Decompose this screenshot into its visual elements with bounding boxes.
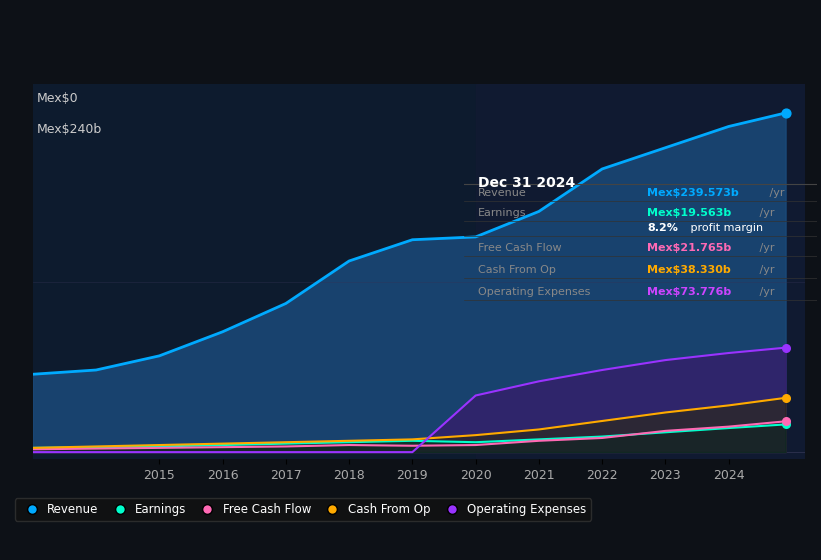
- Bar: [475, 84, 805, 459]
- Text: /yr: /yr: [756, 208, 775, 218]
- Point: [779, 417, 792, 426]
- Text: /yr: /yr: [766, 188, 785, 198]
- Text: Revenue: Revenue: [478, 188, 527, 198]
- Text: Mex$240b: Mex$240b: [37, 123, 102, 137]
- Point: [779, 343, 792, 352]
- Text: Free Cash Flow: Free Cash Flow: [478, 243, 562, 253]
- Text: /yr: /yr: [756, 287, 775, 297]
- Text: /yr: /yr: [756, 243, 775, 253]
- Text: Mex$21.765b: Mex$21.765b: [648, 243, 732, 253]
- Text: /yr: /yr: [756, 265, 775, 275]
- Text: Mex$239.573b: Mex$239.573b: [648, 188, 739, 198]
- Text: Mex$0: Mex$0: [37, 91, 78, 105]
- Text: profit margin: profit margin: [687, 223, 763, 233]
- Point: [779, 420, 792, 429]
- Text: Mex$73.776b: Mex$73.776b: [648, 287, 732, 297]
- Point: [779, 393, 792, 402]
- Text: Dec 31 2024: Dec 31 2024: [478, 176, 576, 190]
- Text: Operating Expenses: Operating Expenses: [478, 287, 590, 297]
- Text: Mex$38.330b: Mex$38.330b: [648, 265, 732, 275]
- Text: 8.2%: 8.2%: [648, 223, 678, 233]
- Text: Cash From Op: Cash From Op: [478, 265, 556, 275]
- Legend: Revenue, Earnings, Free Cash Flow, Cash From Op, Operating Expenses: Revenue, Earnings, Free Cash Flow, Cash …: [15, 498, 591, 521]
- Point: [779, 109, 792, 118]
- Text: Earnings: Earnings: [478, 208, 526, 218]
- Text: Mex$19.563b: Mex$19.563b: [648, 208, 732, 218]
